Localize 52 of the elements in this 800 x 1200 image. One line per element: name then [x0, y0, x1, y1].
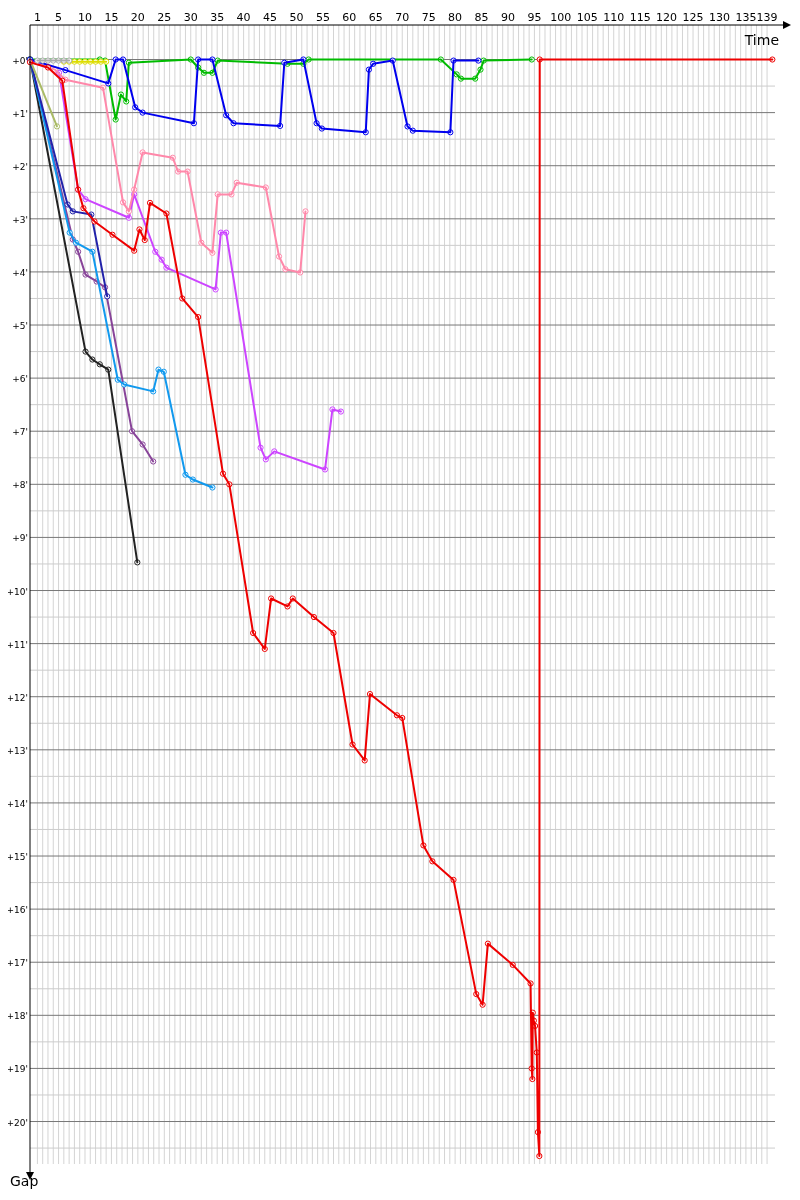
x-tick-label: 110	[603, 11, 625, 24]
x-tick-label: 5	[55, 11, 63, 24]
y-tick-label: +7'	[12, 427, 28, 438]
y-tick-label: +13'	[6, 745, 28, 756]
y-tick-label: +0'	[12, 55, 28, 66]
x-tick-label: 35	[210, 11, 225, 24]
x-tick-label: 70	[395, 11, 410, 24]
y-axis-title: Gap	[10, 1173, 39, 1189]
y-tick-label: +9'	[12, 533, 28, 544]
x-tick-label: 105	[576, 11, 598, 24]
y-tick-label: +17'	[6, 958, 28, 969]
x-tick-label: 139	[756, 11, 778, 24]
y-tick-label: +3'	[12, 214, 28, 225]
y-tick-label: +18'	[6, 1011, 28, 1022]
y-tick-label: +2'	[12, 161, 28, 172]
y-tick-label: +11'	[6, 639, 28, 650]
y-tick-label: +8'	[12, 480, 28, 491]
y-tick-label: +5'	[12, 321, 28, 332]
y-tick-label: +15'	[6, 852, 28, 863]
x-tick-label: 45	[263, 11, 278, 24]
x-tick-label: 90	[500, 11, 515, 24]
x-tick-label: 65	[368, 11, 383, 24]
x-tick-label: 135	[735, 11, 757, 24]
y-tick-label: +10'	[6, 586, 28, 597]
x-tick-label: 100	[550, 11, 572, 24]
x-tick-label: 75	[421, 11, 436, 24]
x-tick-label: 55	[315, 11, 330, 24]
x-tick-label: 60	[342, 11, 357, 24]
y-tick-label: +20'	[6, 1117, 28, 1128]
x-tick-label: 20	[130, 11, 145, 24]
x-tick-label: 125	[682, 11, 704, 24]
y-tick-label: +4'	[12, 267, 28, 278]
x-tick-label: 95	[527, 11, 542, 24]
y-tick-label: +6'	[12, 374, 28, 385]
y-tick-label: +12'	[6, 692, 28, 703]
x-axis-title: Time	[743, 32, 779, 48]
x-tick-label: 10	[77, 11, 92, 24]
x-tick-label: 80	[448, 11, 463, 24]
x-tick-label: 120	[656, 11, 678, 24]
x-tick-label: 40	[236, 11, 251, 24]
x-tick-label: 115	[629, 11, 651, 24]
x-tick-label: 1	[33, 11, 41, 24]
y-tick-label: +16'	[6, 905, 28, 916]
x-tick-label: 130	[708, 11, 730, 24]
x-tick-label: 15	[104, 11, 119, 24]
x-tick-label: 25	[157, 11, 172, 24]
y-tick-label: +14'	[6, 798, 28, 809]
x-tick-label: 85	[474, 11, 489, 24]
y-tick-label: +1'	[12, 108, 28, 119]
x-tick-label: 30	[183, 11, 198, 24]
x-tick-label: 50	[289, 11, 304, 24]
y-tick-label: +19'	[6, 1064, 28, 1075]
